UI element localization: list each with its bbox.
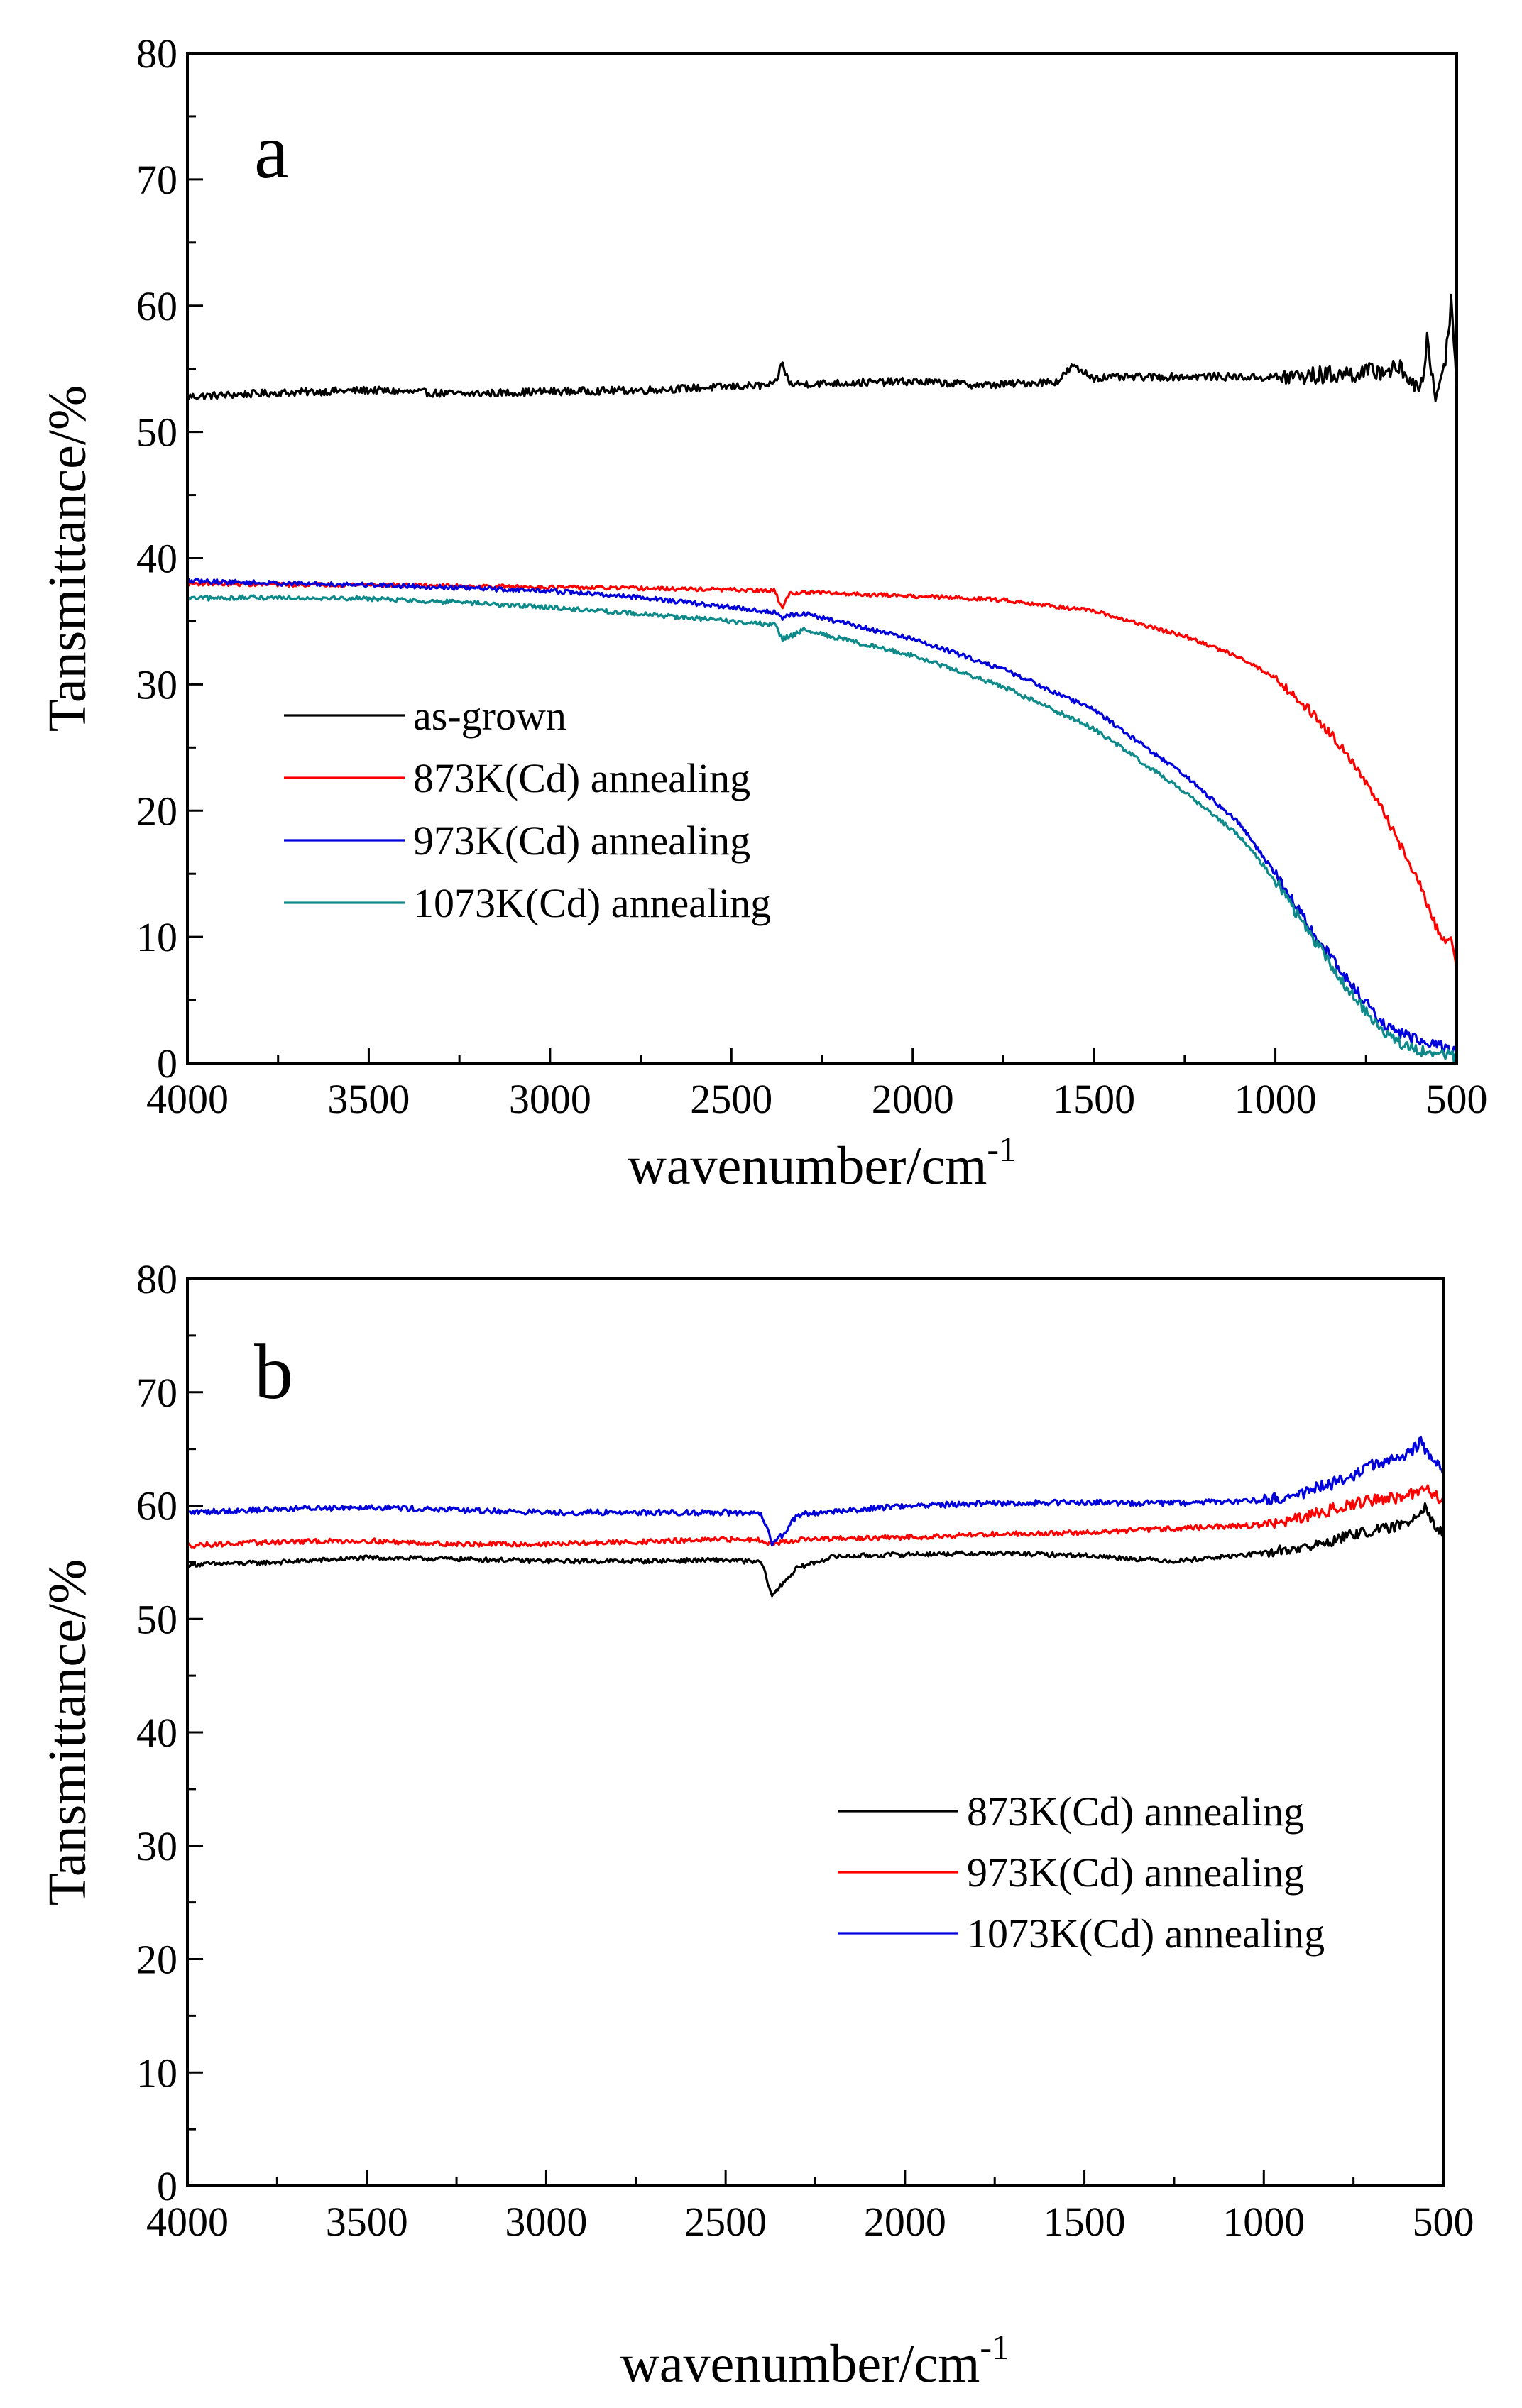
series-line-as-grown [186,293,1458,402]
y-tick-label: 0 [157,2163,177,2209]
y-tick-label: 50 [136,409,177,456]
panel-b-marks [186,1436,1445,1598]
x-tick-label: 3500 [327,1076,410,1122]
y-tick-label: 40 [136,536,177,582]
series-line-1073k-cd-annealing [187,594,1458,1063]
panel-b-y-axis-title: Tansmittance/% [38,1559,97,1906]
panel-b-ticks: 4000 3500 3000 2500 2000 1500 1000 500 0 10 20 30 40… [136,1256,1474,2245]
y-tick-label: 30 [136,661,177,708]
panel-a-legend: as-grown 873K(Cd) annealing 973K(Cd) annea… [284,693,771,926]
x-tick-label: 1500 [1044,2199,1126,2245]
y-tick-label: 60 [136,1483,177,1529]
panel-b: 4000 3500 3000 2500 2000 1500 1000 500 0 10 20 30 40… [38,1256,1474,2394]
panel-b-legend: 873K(Cd) annealing 973K(Cd) annealing 1073… [838,1788,1325,1957]
legend-label-873k-cd-annealing: 873K(Cd) annealing [967,1788,1304,1835]
x-tick-label: 1500 [1053,1076,1135,1122]
panel-b-x-axis-title: wavenumber/cm-1 [620,2327,1009,2394]
x-tick-label: 1000 [1234,1076,1317,1122]
series-line-873k-cd-annealing [186,1502,1445,1598]
panel-a-label: a [254,108,289,194]
x-tick-label: 3000 [509,1076,591,1122]
x-tick-label: 500 [1426,1076,1488,1122]
x-tick-label: 2500 [690,1076,772,1122]
series-line-973k-cd-annealing [187,1484,1445,1549]
x-tick-label: 4000 [146,1076,229,1122]
x-tick-label: 2500 [684,2199,767,2245]
x-tick-label: 3000 [505,2199,587,2245]
y-tick-label: 10 [136,914,177,960]
panel-a-y-axis-title: Tansmittance/% [38,385,97,732]
legend-label-as-grown: as-grown [413,693,566,739]
panel-a-x-axis-title: wavenumber/cm-1 [628,1129,1017,1196]
y-tick-label: 80 [136,1256,177,1302]
panel-b-label: b [254,1329,293,1415]
panel-a-marks [186,293,1458,1063]
panel-a-ticks: 4000 3500 3000 2500 2000 1500 1000 500 0 10 20 30 40… [136,31,1488,1122]
y-tick-label: 20 [136,1937,177,1983]
legend-label-973k-cd-annealing: 973K(Cd) annealing [413,818,750,864]
x-tick-label: 2000 [864,2199,946,2245]
legend-label-873k-cd-annealing: 873K(Cd) annealing [413,755,750,801]
panel-a: 4000 3500 3000 2500 2000 1500 1000 500 0 10 20 30 40… [38,31,1488,1196]
legend-label-1073k-cd-annealing: 1073K(Cd) annealing [413,880,771,926]
y-tick-label: 30 [136,1823,177,1869]
x-tick-label: 3500 [326,2199,408,2245]
y-tick-label: 0 [157,1040,177,1087]
y-tick-label: 10 [136,2050,177,2096]
y-tick-label: 70 [136,1370,177,1416]
y-tick-label: 50 [136,1596,177,1642]
y-tick-label: 20 [136,788,177,834]
x-tick-label: 2000 [872,1076,954,1122]
x-tick-label: 4000 [146,2199,229,2245]
x-tick-label: 500 [1413,2199,1474,2245]
y-tick-label: 40 [136,1710,177,1756]
series-line-973k-cd-annealing [187,578,1458,1055]
y-tick-label: 70 [136,157,177,203]
series-line-1073k-cd-annealing [187,1436,1445,1547]
y-tick-label: 80 [136,31,177,77]
y-tick-label: 60 [136,283,177,329]
x-tick-label: 1000 [1222,2199,1305,2245]
legend-label-1073k-cd-annealing: 1073K(Cd) annealing [967,1911,1325,1957]
legend-label-973k-cd-annealing: 973K(Cd) annealing [967,1849,1304,1896]
